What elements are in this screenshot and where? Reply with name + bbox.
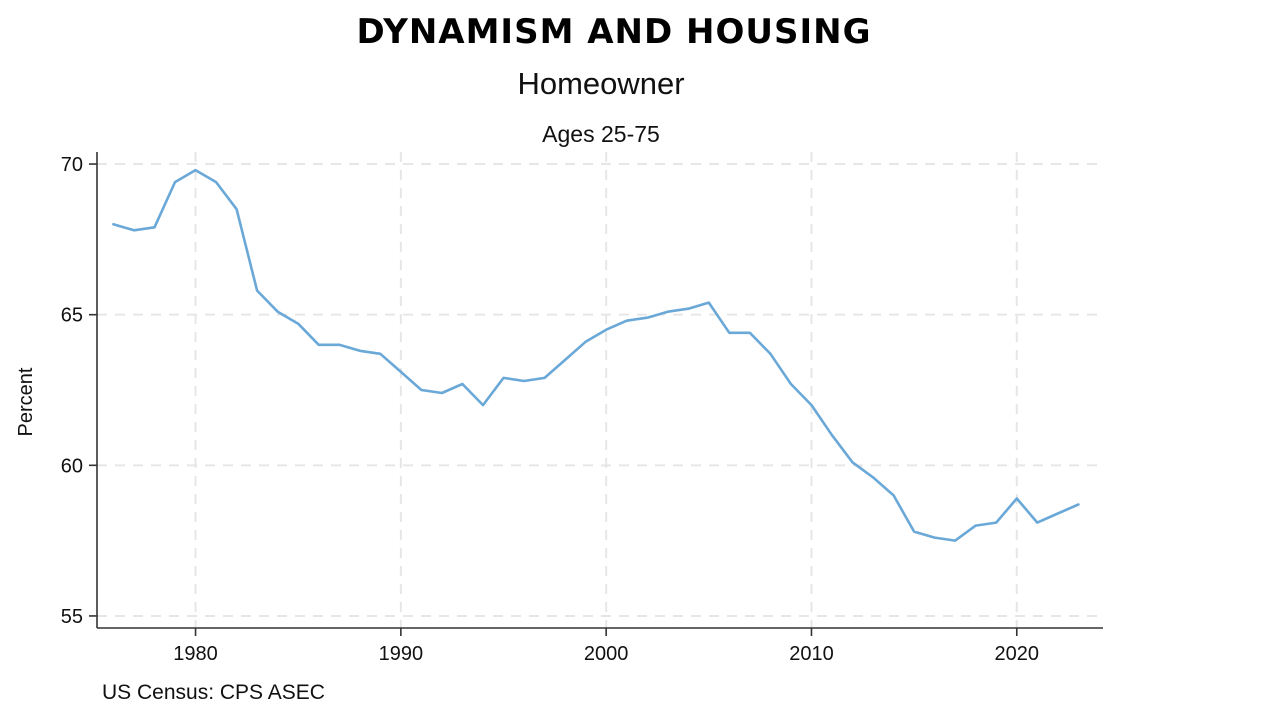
source-note: US Census: CPS ASEC xyxy=(102,681,325,704)
series-layer xyxy=(112,168,1080,542)
label-layer: 55 60 65 70 1980 1990 2000 2010 2020 Percent xyxy=(15,154,1039,665)
y-tick-label: 70 xyxy=(61,154,83,176)
x-tick-label: 1990 xyxy=(379,643,424,665)
axes-layer xyxy=(89,152,1103,636)
chart-subtitle: Ages 25-75 xyxy=(542,121,660,147)
y-tick-label: 55 xyxy=(61,606,83,628)
chart-title: Homeowner xyxy=(517,66,685,101)
y-tick-label: 60 xyxy=(61,455,83,477)
x-tick-label: 2020 xyxy=(995,643,1040,665)
grid-layer xyxy=(97,152,1101,628)
x-tick-label: 1980 xyxy=(173,643,218,665)
banner-title: DYNAMISM AND HOUSING xyxy=(356,12,872,52)
series-line-0 xyxy=(112,168,1080,542)
x-tick-label: 2000 xyxy=(584,643,629,665)
y-axis-label: Percent xyxy=(15,367,37,436)
x-tick-label: 2010 xyxy=(789,643,834,665)
y-tick-label: 65 xyxy=(61,305,83,327)
